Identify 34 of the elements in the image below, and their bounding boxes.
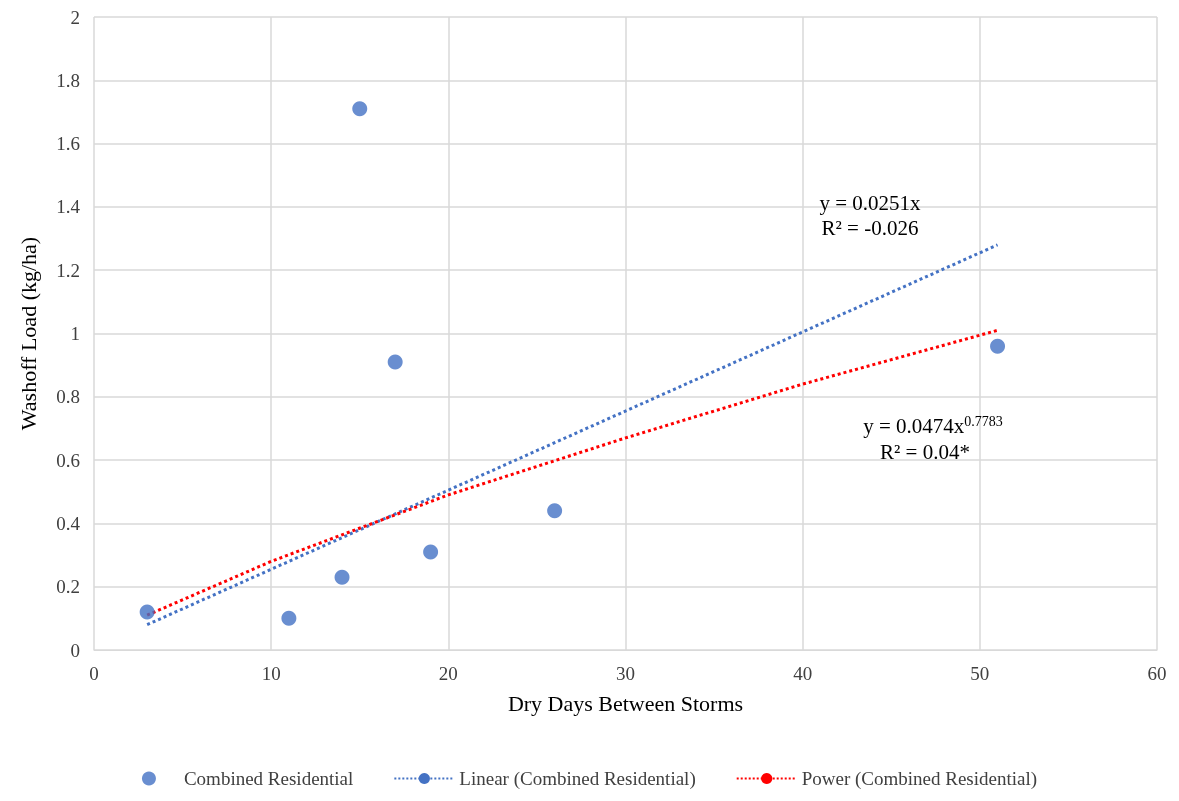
point <box>334 569 350 585</box>
point <box>139 604 155 620</box>
y-tick-label: 0 <box>70 639 80 661</box>
point <box>423 544 439 560</box>
y-tick-label: 0.6 <box>56 449 80 471</box>
x-axis-title: Dry Days Between Storms <box>507 690 744 716</box>
y-tick-label: 1.8 <box>56 69 80 91</box>
x-tick-label: 0 <box>89 663 99 684</box>
y-tick-label: 0.4 <box>56 512 81 534</box>
y-axis-title: Washoff Load (kg/ha) <box>15 236 41 431</box>
annotation: y = 0.0251x <box>819 191 922 215</box>
point <box>352 101 368 117</box>
x-tick-label: 60 <box>1147 663 1167 684</box>
point <box>547 503 563 519</box>
point <box>990 338 1006 354</box>
y-tick-label: 1.2 <box>56 259 80 281</box>
y-tick-label: 1.6 <box>56 133 80 155</box>
legend-label: Combined Residential <box>183 768 354 789</box>
point <box>281 610 297 626</box>
x-tick-label: 40 <box>793 663 813 684</box>
legend-label: Linear (Combined Residential) <box>459 768 696 790</box>
y-tick-label: 2 <box>70 6 80 28</box>
annotation: R² = -0.026 <box>821 216 919 240</box>
point <box>387 354 403 370</box>
legend-label: Power (Combined Residential) <box>801 768 1038 790</box>
x-tick-label: 50 <box>970 663 990 684</box>
x-tick-label: 20 <box>438 663 458 684</box>
y-tick-label: 0.8 <box>56 386 80 408</box>
annotation: R² = 0.04* <box>880 440 970 464</box>
y-tick-label: 0.2 <box>56 576 80 598</box>
y-tick-label: 1.4 <box>56 196 81 218</box>
y-tick-label: 1 <box>70 323 80 344</box>
x-tick-label: 30 <box>616 663 635 684</box>
x-tick-label: 10 <box>261 663 281 684</box>
